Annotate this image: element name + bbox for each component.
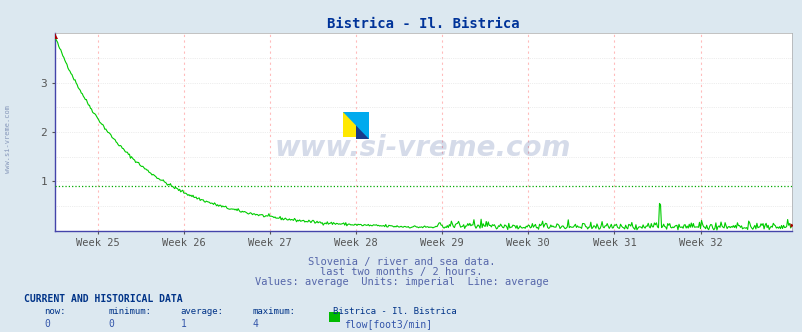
Text: maximum:: maximum: — [253, 307, 296, 316]
Text: now:: now: — [44, 307, 66, 316]
Text: 0: 0 — [44, 319, 50, 329]
Text: CURRENT AND HISTORICAL DATA: CURRENT AND HISTORICAL DATA — [24, 294, 183, 304]
Bar — [355, 121, 368, 139]
Text: Slovenia / river and sea data.: Slovenia / river and sea data. — [307, 257, 495, 267]
Text: 0: 0 — [108, 319, 114, 329]
Bar — [342, 112, 355, 137]
Text: www.si-vreme.com: www.si-vreme.com — [5, 106, 11, 173]
Text: minimum:: minimum: — [108, 307, 152, 316]
Text: Values: average  Units: imperial  Line: average: Values: average Units: imperial Line: av… — [254, 277, 548, 287]
Text: 4: 4 — [253, 319, 258, 329]
Text: Bistrica - Il. Bistrica: Bistrica - Il. Bistrica — [333, 307, 456, 316]
Title: Bistrica - Il. Bistrica: Bistrica - Il. Bistrica — [326, 17, 519, 31]
Text: www.si-vreme.com: www.si-vreme.com — [274, 134, 571, 162]
Text: 1: 1 — [180, 319, 186, 329]
Text: average:: average: — [180, 307, 224, 316]
Polygon shape — [342, 112, 368, 139]
Text: flow[foot3/min]: flow[foot3/min] — [343, 319, 431, 329]
Text: last two months / 2 hours.: last two months / 2 hours. — [320, 267, 482, 277]
